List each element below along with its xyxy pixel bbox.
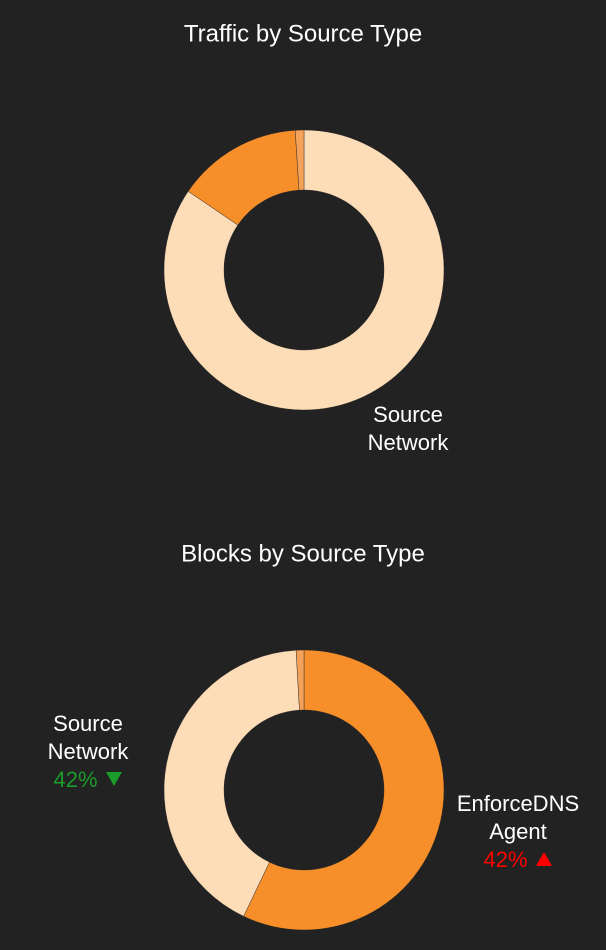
slice-label: Source Network bbox=[353, 401, 463, 457]
arrow-shape bbox=[535, 852, 552, 866]
slice-name: EnforceDNS Agent bbox=[456, 791, 580, 844]
arrow-shape bbox=[105, 772, 122, 786]
donut-slice bbox=[163, 129, 445, 411]
slice-name: Source Network bbox=[47, 711, 129, 764]
change-value: 42% bbox=[483, 847, 528, 872]
chart-title: Blocks by Source Type bbox=[181, 540, 425, 567]
change-value: 42% bbox=[53, 767, 98, 792]
donut-slice bbox=[163, 650, 300, 917]
chart-title: Traffic by Source Type bbox=[184, 20, 422, 47]
change-arrow bbox=[105, 772, 122, 786]
change-indicator: 42% bbox=[443, 846, 593, 874]
donut-slice bbox=[295, 649, 305, 711]
donut-slice bbox=[243, 649, 445, 931]
slice-name: Source Network bbox=[367, 402, 449, 455]
change-indicator: 42% bbox=[33, 766, 143, 794]
slice-label: EnforceDNS Agent 42% bbox=[443, 790, 593, 874]
slice-label: Source Network 42% bbox=[33, 710, 143, 794]
change-arrow bbox=[535, 852, 552, 866]
donut-slice bbox=[294, 129, 305, 191]
